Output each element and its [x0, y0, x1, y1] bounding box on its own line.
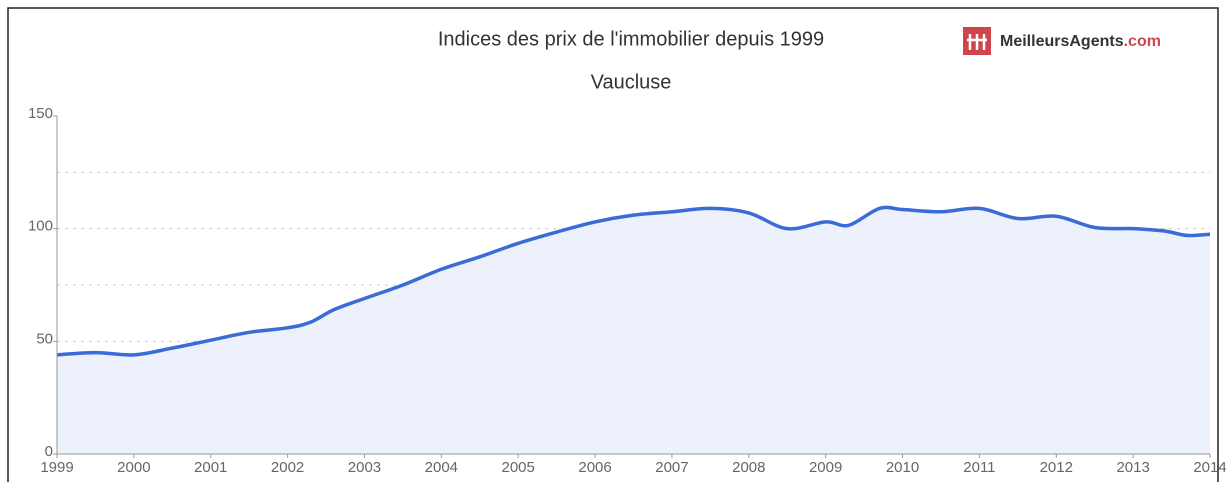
x-tick-label: 2006	[578, 459, 611, 476]
x-tick-label: 2004	[425, 459, 458, 476]
x-tick-label: 2011	[963, 459, 995, 476]
x-tick-label: 2013	[1116, 459, 1149, 476]
x-tick-label: 2001	[194, 459, 227, 476]
chart-title: Indices des prix de l'immobilier depuis …	[438, 28, 824, 50]
y-tick-label: 50	[36, 330, 53, 347]
y-tick-label: 150	[28, 105, 53, 122]
x-tick-label: 2003	[348, 459, 381, 476]
area-fill	[57, 207, 1210, 454]
x-tick-label: 2002	[271, 459, 304, 476]
chart-subtitle: Vaucluse	[591, 71, 672, 93]
logo-figure	[967, 34, 987, 50]
brand-suffix: .com	[1124, 33, 1161, 50]
logo-text: MeilleursAgents.com	[1000, 33, 1161, 50]
x-tick-label: 2008	[732, 459, 765, 476]
y-tick-label: 0	[45, 443, 53, 460]
y-tick-label: 100	[28, 218, 53, 235]
logo: MeilleursAgents.com	[963, 27, 1161, 55]
x-tick-label: 2009	[809, 459, 842, 476]
x-tick-label: 2014	[1193, 459, 1226, 476]
x-tick-label: 2012	[1040, 459, 1073, 476]
x-tick-label: 1999	[40, 459, 73, 476]
brand: MeilleursAgents	[1000, 33, 1124, 50]
x-tick-label: 2007	[655, 459, 688, 476]
line	[56, 205, 1211, 357]
x-tick-label: 2005	[502, 459, 535, 476]
x-tick-label: 2010	[886, 459, 919, 476]
x-tick-label: 2000	[117, 459, 150, 476]
